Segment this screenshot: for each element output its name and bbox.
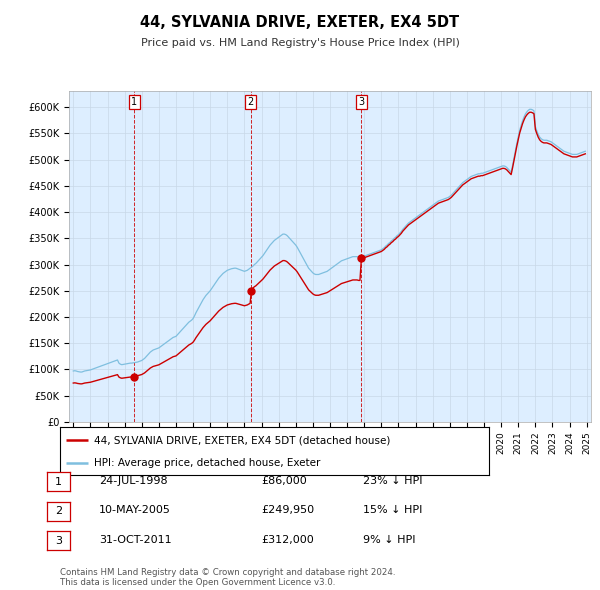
Text: 44, SYLVANIA DRIVE, EXETER, EX4 5DT (detached house): 44, SYLVANIA DRIVE, EXETER, EX4 5DT (det… [94, 435, 391, 445]
Text: 2: 2 [55, 506, 62, 516]
Text: Price paid vs. HM Land Registry's House Price Index (HPI): Price paid vs. HM Land Registry's House … [140, 38, 460, 48]
Text: £86,000: £86,000 [261, 476, 307, 486]
Text: HPI: Average price, detached house, Exeter: HPI: Average price, detached house, Exet… [94, 458, 320, 468]
Text: 1: 1 [131, 97, 137, 107]
Text: 15% ↓ HPI: 15% ↓ HPI [363, 506, 422, 515]
Text: 24-JUL-1998: 24-JUL-1998 [99, 476, 167, 486]
Text: 23% ↓ HPI: 23% ↓ HPI [363, 476, 422, 486]
Text: 2: 2 [247, 97, 254, 107]
Text: 3: 3 [358, 97, 364, 107]
Text: £312,000: £312,000 [261, 535, 314, 545]
Text: 10-MAY-2005: 10-MAY-2005 [99, 506, 171, 515]
Text: 9% ↓ HPI: 9% ↓ HPI [363, 535, 415, 545]
Text: £249,950: £249,950 [261, 506, 314, 515]
Text: 31-OCT-2011: 31-OCT-2011 [99, 535, 172, 545]
Text: 1: 1 [55, 477, 62, 487]
Text: 3: 3 [55, 536, 62, 546]
Text: 44, SYLVANIA DRIVE, EXETER, EX4 5DT: 44, SYLVANIA DRIVE, EXETER, EX4 5DT [140, 15, 460, 30]
Text: Contains HM Land Registry data © Crown copyright and database right 2024.
This d: Contains HM Land Registry data © Crown c… [60, 568, 395, 587]
